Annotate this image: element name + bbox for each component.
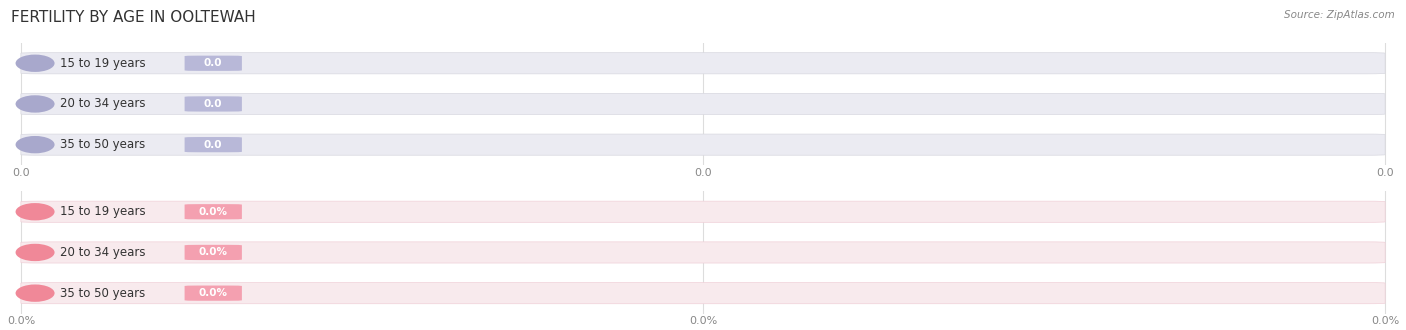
Text: 0.0: 0.0: [204, 140, 222, 149]
Text: 15 to 19 years: 15 to 19 years: [60, 57, 146, 70]
Ellipse shape: [15, 95, 55, 113]
Text: 35 to 50 years: 35 to 50 years: [60, 138, 145, 151]
FancyBboxPatch shape: [21, 282, 1385, 304]
Text: 35 to 50 years: 35 to 50 years: [60, 287, 145, 300]
FancyBboxPatch shape: [184, 204, 242, 219]
FancyBboxPatch shape: [184, 96, 242, 112]
FancyBboxPatch shape: [21, 93, 1385, 115]
Text: 15 to 19 years: 15 to 19 years: [60, 205, 146, 218]
FancyBboxPatch shape: [21, 134, 1385, 155]
Text: Source: ZipAtlas.com: Source: ZipAtlas.com: [1284, 10, 1395, 20]
Text: 0.0: 0.0: [204, 99, 222, 109]
FancyBboxPatch shape: [184, 285, 242, 301]
Text: FERTILITY BY AGE IN OOLTEWAH: FERTILITY BY AGE IN OOLTEWAH: [11, 10, 256, 25]
FancyBboxPatch shape: [184, 137, 242, 152]
Text: 0.0%: 0.0%: [198, 288, 228, 298]
Ellipse shape: [15, 136, 55, 153]
Text: 0.0%: 0.0%: [198, 207, 228, 217]
Ellipse shape: [15, 244, 55, 261]
Ellipse shape: [15, 203, 55, 220]
Text: 20 to 34 years: 20 to 34 years: [60, 97, 145, 111]
Ellipse shape: [15, 284, 55, 302]
Text: 0.0: 0.0: [204, 58, 222, 68]
Text: 0.0%: 0.0%: [198, 248, 228, 257]
FancyBboxPatch shape: [184, 245, 242, 260]
FancyBboxPatch shape: [21, 201, 1385, 222]
FancyBboxPatch shape: [21, 242, 1385, 263]
FancyBboxPatch shape: [21, 53, 1385, 74]
FancyBboxPatch shape: [184, 56, 242, 71]
Text: 20 to 34 years: 20 to 34 years: [60, 246, 145, 259]
Ellipse shape: [15, 54, 55, 72]
